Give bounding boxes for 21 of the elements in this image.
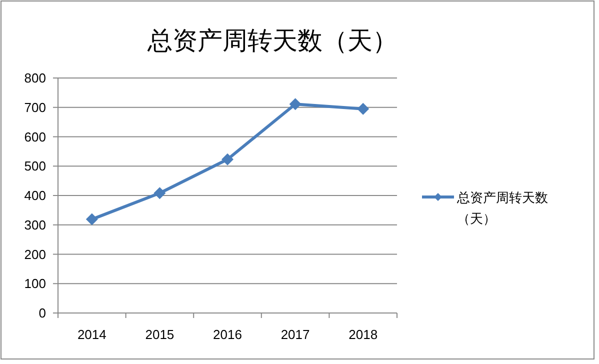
y-tick-label: 600: [24, 129, 46, 144]
y-tick-label: 500: [24, 158, 46, 174]
y-tick-label: 200: [24, 246, 46, 262]
x-tick-label: 2017: [280, 327, 310, 342]
y-tick-label: 100: [24, 276, 46, 292]
point: [154, 187, 166, 200]
y-tick-label: 400: [24, 188, 46, 204]
y-tick-label: 800: [24, 70, 46, 86]
point: [357, 102, 370, 115]
x-tick-label: 2016: [213, 327, 242, 342]
chart-title: 总资产周转天数（天）: [146, 27, 398, 55]
y-tick-label: 300: [24, 217, 46, 232]
x-tick-label: 2015: [145, 327, 174, 342]
x-tick-label: 2014: [77, 327, 106, 342]
point: [222, 153, 234, 166]
y-tick-label: 700: [24, 100, 46, 115]
legend-label: 总资产周转天数（天）: [456, 190, 548, 226]
x-tick-label: 2018: [348, 327, 378, 342]
point: [86, 213, 98, 226]
point: [289, 98, 302, 110]
y-tick-label: 0: [38, 306, 46, 321]
